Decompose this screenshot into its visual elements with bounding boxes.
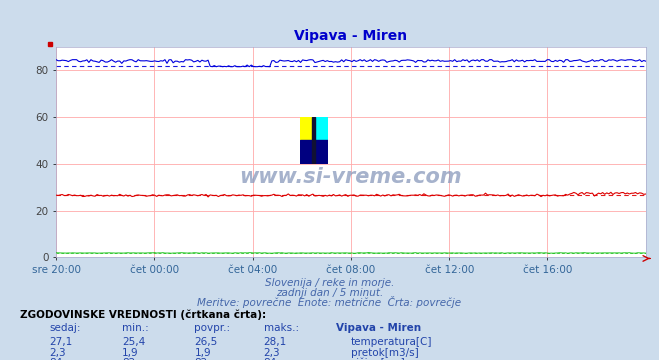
Text: zadnji dan / 5 minut.: zadnji dan / 5 minut.: [276, 288, 383, 298]
Text: 2,3: 2,3: [264, 348, 280, 358]
Text: 82: 82: [122, 359, 135, 360]
Text: Slovenija / reke in morje.: Slovenija / reke in morje.: [265, 278, 394, 288]
Title: Vipava - Miren: Vipava - Miren: [295, 29, 407, 43]
Text: temperatura[C]: temperatura[C]: [351, 337, 432, 347]
Bar: [300, 117, 314, 140]
Bar: [314, 117, 328, 140]
Text: 27,1: 27,1: [49, 337, 72, 347]
Text: www.si-vreme.com: www.si-vreme.com: [240, 167, 462, 187]
Text: Vipava - Miren: Vipava - Miren: [336, 323, 421, 333]
Text: 84: 84: [264, 359, 277, 360]
Text: sedaj:: sedaj:: [49, 323, 81, 333]
Text: 82: 82: [194, 359, 208, 360]
Text: maks.:: maks.:: [264, 323, 299, 333]
Text: 2,3: 2,3: [49, 348, 66, 358]
Text: 1,9: 1,9: [194, 348, 211, 358]
Text: min.:: min.:: [122, 323, 149, 333]
Text: 84: 84: [49, 359, 63, 360]
Text: 1,9: 1,9: [122, 348, 138, 358]
Bar: [300, 140, 328, 164]
Text: 28,1: 28,1: [264, 337, 287, 347]
Text: 26,5: 26,5: [194, 337, 217, 347]
Text: povpr.:: povpr.:: [194, 323, 231, 333]
Text: višina[cm]: višina[cm]: [351, 358, 405, 360]
Polygon shape: [312, 117, 315, 164]
Text: 25,4: 25,4: [122, 337, 145, 347]
Text: ZGODOVINSKE VREDNOSTI (črtkana črta):: ZGODOVINSKE VREDNOSTI (črtkana črta):: [20, 309, 266, 320]
Text: pretok[m3/s]: pretok[m3/s]: [351, 348, 418, 358]
Text: Meritve: povrečne  Enote: metrične  Črta: povrečje: Meritve: povrečne Enote: metrične Črta: …: [198, 296, 461, 308]
